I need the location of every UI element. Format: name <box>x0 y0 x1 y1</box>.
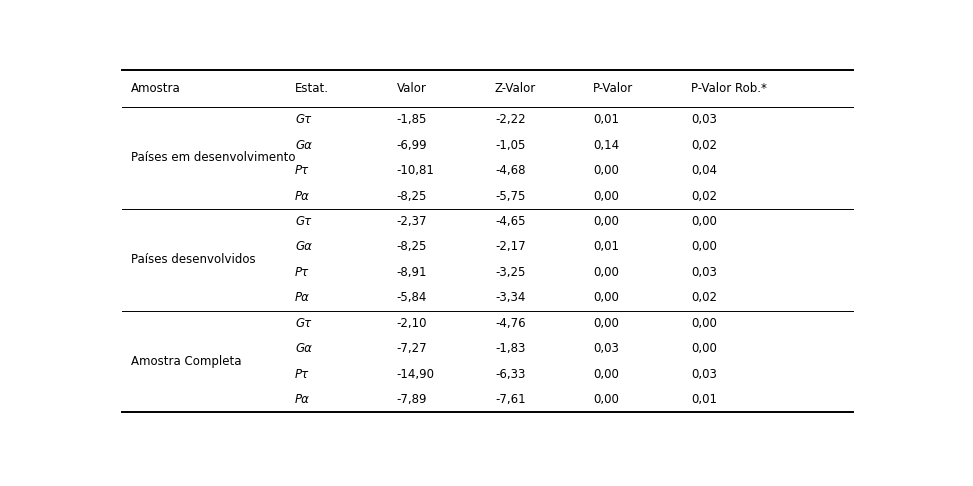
Text: 0,02: 0,02 <box>691 190 717 203</box>
Text: -7,27: -7,27 <box>397 342 427 355</box>
Text: -1,85: -1,85 <box>397 113 427 126</box>
Text: 0,00: 0,00 <box>691 317 717 330</box>
Text: 0,03: 0,03 <box>691 266 717 279</box>
Text: 0,00: 0,00 <box>691 215 717 228</box>
Text: 0,00: 0,00 <box>593 317 619 330</box>
Text: P-Valor: P-Valor <box>593 82 633 95</box>
Text: Países em desenvolvimento: Países em desenvolvimento <box>130 151 295 164</box>
Text: Gα: Gα <box>295 139 312 152</box>
Text: 0,00: 0,00 <box>593 291 619 304</box>
Text: Pτ: Pτ <box>295 164 309 177</box>
Text: 0,03: 0,03 <box>691 113 717 126</box>
Text: 0,02: 0,02 <box>691 291 717 304</box>
Text: 0,02: 0,02 <box>691 139 717 152</box>
Text: -3,25: -3,25 <box>495 266 525 279</box>
Text: -4,65: -4,65 <box>495 215 525 228</box>
Text: -4,76: -4,76 <box>495 317 525 330</box>
Text: -4,68: -4,68 <box>495 164 525 177</box>
Text: Gα: Gα <box>295 241 312 253</box>
Text: Pα: Pα <box>295 291 310 304</box>
Text: Pτ: Pτ <box>295 368 309 381</box>
Text: 0,00: 0,00 <box>593 393 619 406</box>
Text: Gτ: Gτ <box>295 317 311 330</box>
Text: Gτ: Gτ <box>295 215 311 228</box>
Text: 0,01: 0,01 <box>593 241 619 253</box>
Text: Pτ: Pτ <box>295 266 309 279</box>
Text: Valor: Valor <box>397 82 427 95</box>
Text: 0,01: 0,01 <box>691 393 717 406</box>
Text: -5,75: -5,75 <box>495 190 525 203</box>
Text: 0,00: 0,00 <box>691 241 717 253</box>
Text: -6,33: -6,33 <box>495 368 525 381</box>
Text: 0,14: 0,14 <box>593 139 619 152</box>
Text: 0,03: 0,03 <box>691 368 717 381</box>
Text: 0,00: 0,00 <box>593 266 619 279</box>
Text: Z-Valor: Z-Valor <box>495 82 536 95</box>
Text: -7,89: -7,89 <box>397 393 427 406</box>
Text: 0,00: 0,00 <box>593 164 619 177</box>
Text: 0,03: 0,03 <box>593 342 619 355</box>
Text: -2,37: -2,37 <box>397 215 427 228</box>
Text: -2,10: -2,10 <box>397 317 427 330</box>
Text: Gα: Gα <box>295 342 312 355</box>
Text: Pα: Pα <box>295 393 310 406</box>
Text: -1,83: -1,83 <box>495 342 525 355</box>
Text: -5,84: -5,84 <box>397 291 427 304</box>
Text: -10,81: -10,81 <box>397 164 435 177</box>
Text: Amostra: Amostra <box>130 82 180 95</box>
Text: Amostra Completa: Amostra Completa <box>130 355 241 368</box>
Text: -7,61: -7,61 <box>495 393 525 406</box>
Text: Pα: Pα <box>295 190 310 203</box>
Text: -3,34: -3,34 <box>495 291 525 304</box>
Text: 0,00: 0,00 <box>691 342 717 355</box>
Text: -2,17: -2,17 <box>495 241 525 253</box>
Text: -6,99: -6,99 <box>397 139 427 152</box>
Text: -8,25: -8,25 <box>397 241 427 253</box>
Text: 0,04: 0,04 <box>691 164 717 177</box>
Text: 0,01: 0,01 <box>593 113 619 126</box>
Text: 0,00: 0,00 <box>593 368 619 381</box>
Text: -2,22: -2,22 <box>495 113 525 126</box>
Text: -14,90: -14,90 <box>397 368 435 381</box>
Text: Países desenvolvidos: Países desenvolvidos <box>130 253 255 266</box>
Text: Gτ: Gτ <box>295 113 311 126</box>
Text: -8,25: -8,25 <box>397 190 427 203</box>
Text: 0,00: 0,00 <box>593 190 619 203</box>
Text: -8,91: -8,91 <box>397 266 427 279</box>
Text: P-Valor Rob.*: P-Valor Rob.* <box>691 82 767 95</box>
Text: Estat.: Estat. <box>295 82 329 95</box>
Text: -1,05: -1,05 <box>495 139 525 152</box>
Text: 0,00: 0,00 <box>593 215 619 228</box>
